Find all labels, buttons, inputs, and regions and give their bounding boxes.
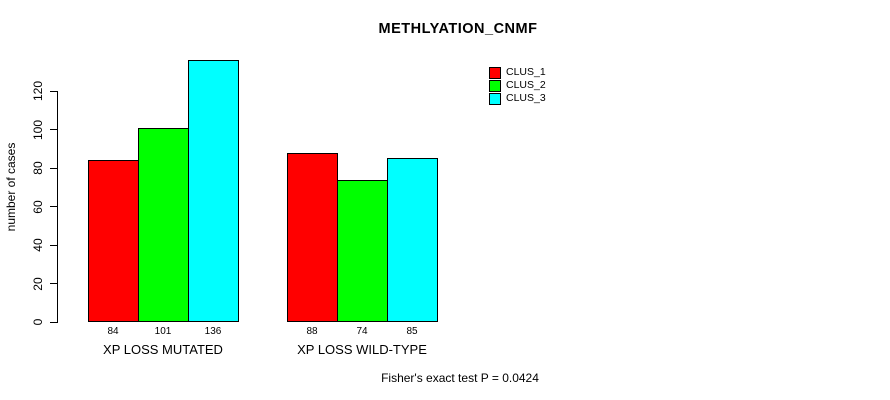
y-axis-tick-label: 120: [31, 80, 45, 102]
legend-label: CLUS_1: [506, 66, 546, 78]
y-axis-tick-label: 100: [31, 119, 45, 140]
bar-clus_3-group1: [188, 60, 239, 322]
legend-swatch: [489, 92, 501, 105]
fisher-test-annotation: Fisher's exact test P = 0.0424: [381, 371, 539, 385]
bar-value-label: 88: [306, 326, 318, 337]
y-axis-label: number of cases: [4, 142, 18, 232]
y-axis-tick: [50, 129, 58, 130]
bar-clus_2-group1: [138, 127, 189, 322]
y-axis-tick-label: 80: [31, 161, 45, 175]
bar-clus_1-group2: [287, 152, 338, 322]
y-axis-tick: [50, 244, 58, 246]
x-axis-group-label: XP LOSS WILD-TYPE: [297, 342, 427, 357]
legend-label: CLUS_2: [506, 79, 546, 91]
y-axis-tick: [50, 283, 58, 284]
bar-value-label: 101: [154, 326, 172, 337]
legend-row: CLUS_3: [489, 92, 546, 105]
y-axis-tick-label: 40: [31, 238, 45, 252]
bar-value-label: 84: [107, 326, 119, 337]
y-axis-tick: [50, 206, 58, 207]
x-axis-group-label: XP LOSS MUTATED: [103, 342, 223, 357]
y-axis-tick-label: 20: [31, 276, 45, 291]
y-axis-tick: [50, 321, 58, 323]
legend-row: CLUS_2: [489, 79, 546, 92]
y-axis-tick: [50, 90, 58, 92]
legend-row: CLUS_1: [489, 66, 546, 79]
bar-clus_2-group2: [337, 179, 388, 322]
legend: CLUS_1 CLUS_2 CLUS_3: [489, 66, 546, 105]
bar-value-label: 136: [204, 326, 222, 337]
legend-swatch: [489, 66, 501, 79]
y-axis-tick-label: 60: [31, 199, 45, 214]
y-axis-tick: [50, 167, 58, 169]
chart-title: METHLYATION_CNMF: [378, 21, 538, 37]
legend-label: CLUS_3: [506, 92, 546, 104]
bar-clus_3-group2: [387, 158, 438, 322]
bar-clus_1-group1: [88, 160, 139, 322]
y-axis-tick-label: 0: [31, 318, 45, 326]
bar-value-label: 85: [406, 326, 418, 337]
bar-value-label: 74: [356, 326, 368, 337]
legend-swatch: [489, 79, 501, 92]
